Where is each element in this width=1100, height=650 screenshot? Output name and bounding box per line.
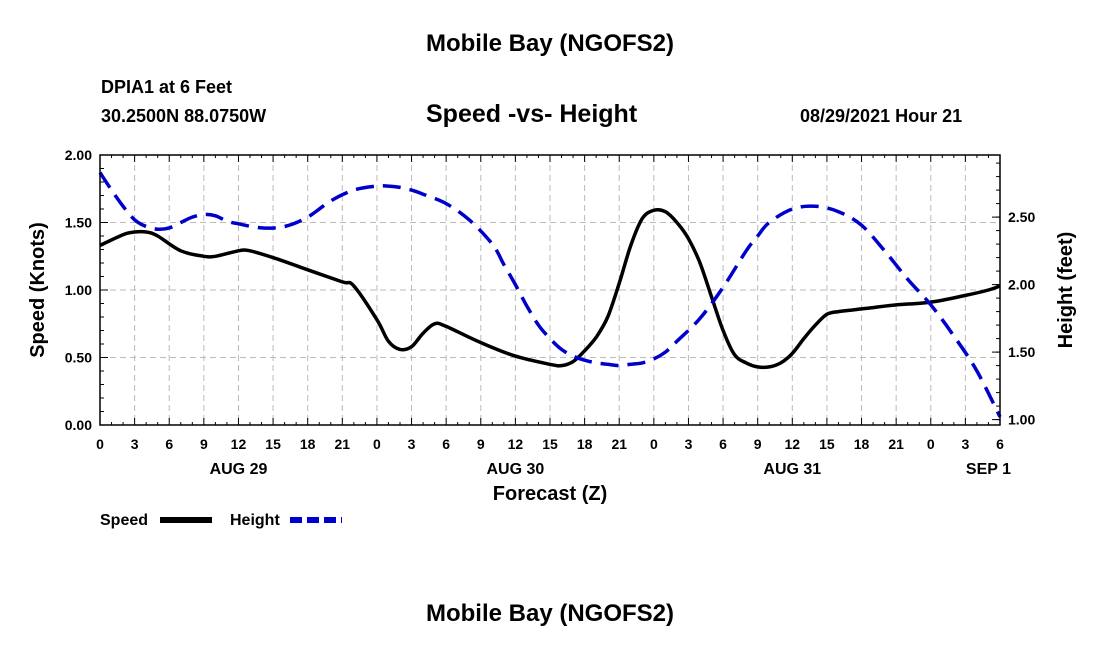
x-tick-label: 21 (611, 436, 627, 452)
y-right-tick-label: 1.50 (1008, 344, 1035, 360)
y-left-tick-label: 1.00 (65, 282, 92, 298)
x-tick-label: 9 (754, 436, 762, 452)
x-tick-label: 9 (477, 436, 485, 452)
x-tick-label: 15 (265, 436, 281, 452)
x-axis-label: Forecast (Z) (493, 483, 607, 505)
x-tick-label: 3 (131, 436, 139, 452)
x-tick-label: 0 (650, 436, 658, 452)
day-label: AUG 29 (210, 461, 268, 478)
x-tick-label: 3 (685, 436, 693, 452)
x-tick-label: 15 (542, 436, 558, 452)
tick-labels: 0 3 6 9 12 15 18 21 0 3 6 9 12 15 18 21 0 3 6 9 12 15 18 21 0 3 6 A… (65, 147, 1036, 478)
coordinates-label: 30.2500N 88.0750W (101, 106, 267, 126)
x-tick-label: 21 (335, 436, 351, 452)
x-tick-label: 6 (165, 436, 173, 452)
y-left-tick-label: 1.50 (65, 215, 92, 231)
y-right-tick-label: 2.50 (1008, 209, 1035, 225)
x-tick-label: 6 (442, 436, 450, 452)
y-right-tick-label: 1.00 (1008, 412, 1035, 428)
x-tick-label: 12 (231, 436, 247, 452)
y-left-tick-label: 0.00 (65, 417, 92, 433)
x-tick-label: 0 (96, 436, 104, 452)
timestamp-label: 08/29/2021 Hour 21 (800, 106, 963, 126)
x-tick-label: 9 (200, 436, 208, 452)
grid (100, 155, 1000, 425)
chart-title: Speed -vs- Height (426, 100, 638, 128)
x-tick-label: 12 (508, 436, 524, 452)
x-tick-label: 21 (888, 436, 904, 452)
x-tick-label: 3 (961, 436, 969, 452)
series-line-height (98, 171, 1002, 418)
day-label: AUG 30 (486, 461, 544, 478)
legend-label-height: Height (230, 512, 280, 529)
x-tick-label: 12 (785, 436, 801, 452)
legend: Speed Height (100, 512, 342, 529)
series-layer (98, 171, 1002, 418)
x-tick-label: 6 (996, 436, 1004, 452)
x-tick-label: 18 (300, 436, 316, 452)
y-axis-right-label: Height (feet) (1055, 232, 1077, 349)
legend-label-speed: Speed (100, 512, 148, 529)
top-title: Mobile Bay (NGOFS2) (425, 30, 675, 57)
x-tick-label: 18 (577, 436, 593, 452)
series-line-speed (99, 207, 1001, 370)
y-left-tick-label: 2.00 (65, 147, 92, 163)
x-tick-label: 6 (719, 436, 727, 452)
bottom-title: Mobile Bay (NGOFS2) (425, 600, 675, 627)
y-left-tick-label: 0.50 (65, 350, 92, 366)
day-label: SEP 1 (966, 461, 1011, 478)
y-right-tick-label: 2.00 (1008, 277, 1035, 293)
x-tick-label: 0 (373, 436, 381, 452)
x-tick-label: 15 (819, 436, 835, 452)
x-tick-label: 0 (927, 436, 935, 452)
station-label: DPIA1 at 6 Feet (101, 77, 233, 97)
day-label: AUG 31 (763, 461, 821, 478)
x-tick-label: 18 (854, 436, 870, 452)
ticks (99, 154, 1001, 426)
x-tick-label: 3 (408, 436, 416, 452)
y-axis-left-label: Speed (Knots) (27, 222, 49, 358)
